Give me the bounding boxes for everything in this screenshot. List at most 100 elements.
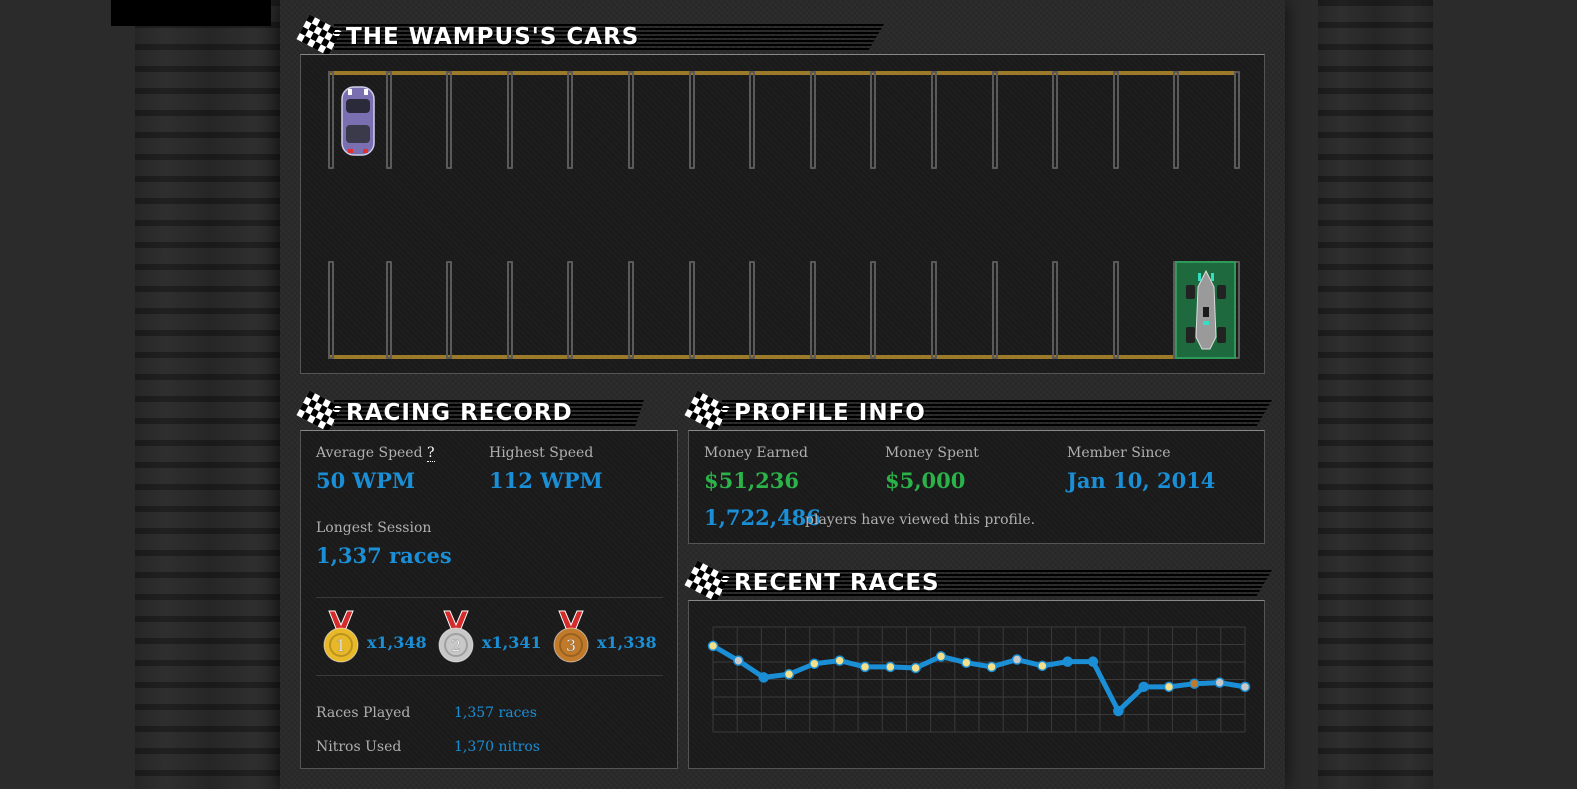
race-data-point[interactable] — [885, 661, 896, 673]
race-data-point[interactable] — [733, 655, 744, 666]
racing-record-title: Racing Record — [346, 400, 573, 426]
race-data-point[interactable] — [783, 669, 795, 680]
parking-slot-divider — [1234, 71, 1240, 169]
lot-line-bottom — [328, 355, 1236, 359]
parking-slot-divider — [385, 261, 392, 359]
profile-views-count: 1,722,486 — [704, 505, 821, 530]
race-data-point[interactable] — [809, 658, 820, 669]
parking-slot-divider — [688, 261, 695, 359]
race-data-point[interactable] — [859, 661, 871, 673]
member-since-label: Member Since — [1067, 445, 1171, 461]
avg-speed-value: 50 WPM — [316, 468, 416, 493]
svg-text:1: 1 — [336, 636, 346, 655]
recent-races-heading: Recent Races — [682, 558, 1272, 608]
parking-slot-divider — [688, 71, 695, 169]
race-data-point[interactable] — [986, 661, 997, 673]
parking-slot-divider — [749, 71, 756, 169]
parking-slot-divider — [870, 261, 877, 359]
parking-slot-divider — [446, 261, 453, 359]
avg-speed-label: Average Speed ? — [316, 445, 435, 462]
parking-slot-divider — [506, 261, 513, 359]
races-played-value: 1,357 races — [454, 705, 537, 721]
money-spent-value: $5,000 — [885, 468, 966, 493]
series-line — [711, 643, 1246, 714]
money-earned-label: Money Earned — [704, 445, 808, 461]
race-data-point[interactable] — [1113, 705, 1124, 717]
medal-3-count: x1,338 — [597, 633, 657, 652]
garage-heading: The Wampus's Cars — [294, 12, 884, 62]
separator — [316, 597, 663, 598]
medal-2-count: x1,341 — [482, 633, 542, 652]
parking-slot-divider — [628, 71, 634, 169]
parking-slot-divider — [567, 71, 574, 169]
parking-slot-divider — [1112, 71, 1119, 169]
parking-slot-divider — [628, 261, 634, 359]
medal-1-count: x1,348 — [367, 633, 427, 652]
profile-info-title: Profile Info — [734, 400, 926, 426]
race-data-point[interactable] — [707, 640, 719, 652]
racing-record-panel: Average Speed ? 50 WPM Highest Speed 112… — [300, 430, 678, 769]
recent-races-panel — [688, 600, 1265, 769]
racing-record-heading: Racing Record — [294, 388, 644, 438]
race-data-point[interactable] — [910, 662, 921, 674]
svg-text:3: 3 — [566, 636, 576, 655]
lot-line-top — [328, 71, 1236, 75]
parking-slot-divider — [809, 71, 816, 169]
parking-slot-divider — [446, 71, 453, 169]
money-spent-label: Money Spent — [885, 445, 979, 461]
svg-text:2: 2 — [451, 636, 461, 655]
race-data-point[interactable] — [1214, 677, 1225, 688]
parking-slot-divider — [749, 261, 756, 359]
parking-slot-divider — [506, 71, 513, 169]
header-placeholder — [111, 0, 271, 26]
parking-slot-divider — [1052, 71, 1059, 169]
garage-title: The Wampus's Cars — [346, 24, 640, 50]
highest-speed-value: 112 WPM — [489, 468, 603, 493]
parking-slot-divider — [991, 261, 998, 359]
profile-info-panel: Money Earned $51,236 Money Spent $5,000 … — [688, 430, 1265, 544]
parking-slot-divider — [931, 71, 937, 169]
member-since-value: Jan 10, 2014 — [1067, 468, 1216, 493]
race-data-point[interactable] — [1011, 654, 1023, 665]
parking-slot-divider — [1112, 261, 1119, 359]
parking-slot-divider — [870, 71, 877, 169]
separator — [316, 675, 663, 676]
nitros-used-label: Nitros Used — [316, 739, 402, 755]
race-data-point[interactable] — [1163, 681, 1175, 693]
race-car-icon[interactable] — [1184, 267, 1228, 353]
longest-session-value: 1,337 races — [316, 543, 452, 568]
medal-3-icon: 3 — [553, 610, 589, 663]
medal-2-icon: 2 — [438, 610, 474, 663]
race-data-point[interactable] — [1239, 681, 1251, 693]
race-data-point[interactable] — [1062, 656, 1073, 667]
parking-slot-divider — [385, 71, 392, 169]
profile-views-text: players have viewed this profile. — [805, 512, 1036, 528]
parking-slot-divider — [1052, 261, 1059, 359]
race-data-point[interactable] — [935, 651, 947, 662]
nitros-used-value: 1,370 nitros — [454, 739, 540, 755]
race-data-point[interactable] — [961, 657, 972, 668]
parking-slot-divider — [328, 261, 334, 359]
avg-speed-help[interactable]: ? — [427, 445, 435, 462]
parking-slot-divider — [809, 261, 816, 359]
race-data-point[interactable] — [1189, 678, 1200, 689]
tire-track-right — [1318, 0, 1433, 789]
medal-1-icon: 1 — [323, 610, 359, 663]
race-data-point[interactable] — [758, 672, 769, 683]
checkered-flag-icon — [296, 390, 342, 433]
race-data-point[interactable] — [1037, 660, 1048, 672]
garage-panel — [300, 54, 1265, 374]
profile-info-heading: Profile Info — [682, 388, 1272, 438]
highest-speed-label: Highest Speed — [489, 445, 594, 461]
parking-slot-divider — [931, 261, 937, 359]
longest-session-label: Longest Session — [316, 520, 432, 536]
checkered-flag-icon — [684, 560, 730, 603]
checkered-flag-icon — [684, 390, 730, 433]
purple-car-icon[interactable] — [338, 85, 378, 157]
parking-slot-divider — [567, 261, 574, 359]
parking-slot-divider — [991, 71, 998, 169]
race-data-point[interactable] — [1138, 681, 1149, 693]
race-data-point[interactable] — [1087, 656, 1099, 667]
profile-main: The Wampus's Cars Racing Record Av — [280, 0, 1285, 789]
race-data-point[interactable] — [834, 655, 845, 666]
